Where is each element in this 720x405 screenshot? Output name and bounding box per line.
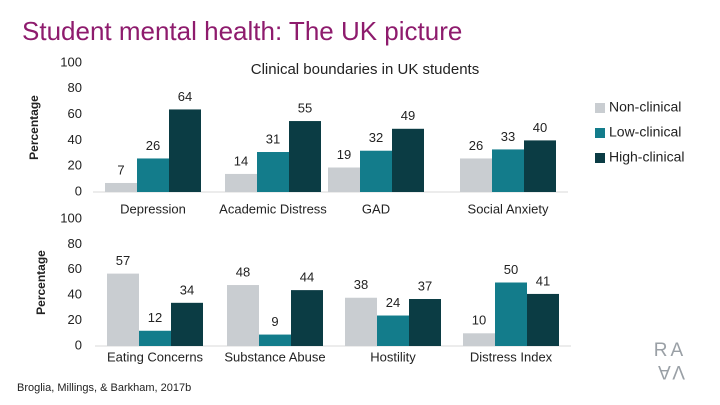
data-label: 12 <box>148 310 162 325</box>
y-tick-label: 80 <box>68 80 82 95</box>
legend-label: Low-clinical <box>609 124 681 140</box>
source: Broglia, Millings, & Barkham, 2017b <box>17 382 191 394</box>
bar <box>360 150 392 192</box>
data-label: 26 <box>469 138 483 153</box>
y-tick-label: 40 <box>68 132 82 147</box>
bar <box>169 109 201 192</box>
data-label: 50 <box>504 262 518 277</box>
x-tick-label: Substance Abuse <box>224 349 325 364</box>
y-tick-label: 0 <box>75 337 82 352</box>
data-label: 14 <box>234 153 248 168</box>
data-label: 33 <box>501 129 515 144</box>
bar <box>328 167 360 192</box>
bar <box>463 333 495 346</box>
data-label: 57 <box>116 253 130 268</box>
data-label: 32 <box>369 130 383 145</box>
bar <box>524 140 556 192</box>
bar <box>345 297 377 346</box>
bar <box>227 285 259 346</box>
bar <box>107 273 139 346</box>
y-tick-label: 60 <box>68 106 82 121</box>
slide-title: Student mental health: The UK picture <box>22 16 462 46</box>
y-axis-label: Percentage <box>27 95 41 160</box>
bar <box>291 290 323 346</box>
bar <box>527 293 559 346</box>
y-axis-label: Percentage <box>34 250 48 315</box>
data-label: 31 <box>266 131 280 146</box>
data-label: 64 <box>178 89 192 104</box>
data-label: 41 <box>536 273 550 288</box>
bar <box>409 299 441 346</box>
y-tick-label: 0 <box>75 183 82 198</box>
y-tick-label: 20 <box>68 312 82 327</box>
legend-label: Non-clinical <box>609 99 681 115</box>
bar <box>105 182 137 192</box>
legend-swatch <box>595 103 605 113</box>
bar <box>492 149 524 192</box>
bar <box>289 121 321 192</box>
data-label: 48 <box>236 264 250 279</box>
y-tick-label: 100 <box>60 210 82 225</box>
bar <box>392 128 424 192</box>
data-label: 34 <box>180 282 194 297</box>
data-label: 49 <box>401 108 415 123</box>
y-tick-label: 100 <box>60 54 82 69</box>
data-label: 40 <box>533 120 547 135</box>
bar <box>225 173 257 192</box>
data-label: 37 <box>418 278 432 293</box>
x-tick-label: Hostility <box>370 349 416 364</box>
bar <box>495 282 527 346</box>
bar <box>377 315 409 346</box>
logo: RA VA <box>654 340 686 382</box>
data-label: 26 <box>146 138 160 153</box>
bar <box>171 302 203 346</box>
bar <box>460 158 492 192</box>
chart-title: Clinical boundaries in UK students <box>251 61 479 78</box>
data-label: 38 <box>354 277 368 292</box>
x-tick-label: Academic Distress <box>219 201 327 216</box>
bar <box>137 158 169 192</box>
logo-text: RA <box>654 340 686 361</box>
bar <box>257 152 289 192</box>
legend-label: High-clinical <box>609 149 684 165</box>
data-label: 24 <box>386 295 400 310</box>
legend-swatch <box>595 128 605 138</box>
data-label: 10 <box>472 313 486 328</box>
logo-text: VA <box>655 361 685 382</box>
data-label: 7 <box>117 162 124 177</box>
y-tick-label: 40 <box>68 287 82 302</box>
x-tick-label: Eating Concerns <box>107 349 204 364</box>
y-tick-label: 20 <box>68 158 82 173</box>
data-label: 19 <box>337 147 351 162</box>
x-tick-label: Depression <box>120 201 186 216</box>
bar <box>259 334 291 346</box>
data-label: 55 <box>298 100 312 115</box>
data-label: 44 <box>300 270 314 285</box>
bar <box>139 330 171 346</box>
x-tick-label: GAD <box>362 201 390 216</box>
legend-swatch <box>595 153 605 163</box>
data-label: 9 <box>271 314 278 329</box>
y-tick-label: 80 <box>68 236 82 251</box>
y-tick-label: 60 <box>68 261 82 276</box>
x-tick-label: Distress Index <box>470 349 553 364</box>
x-tick-label: Social Anxiety <box>468 201 549 216</box>
